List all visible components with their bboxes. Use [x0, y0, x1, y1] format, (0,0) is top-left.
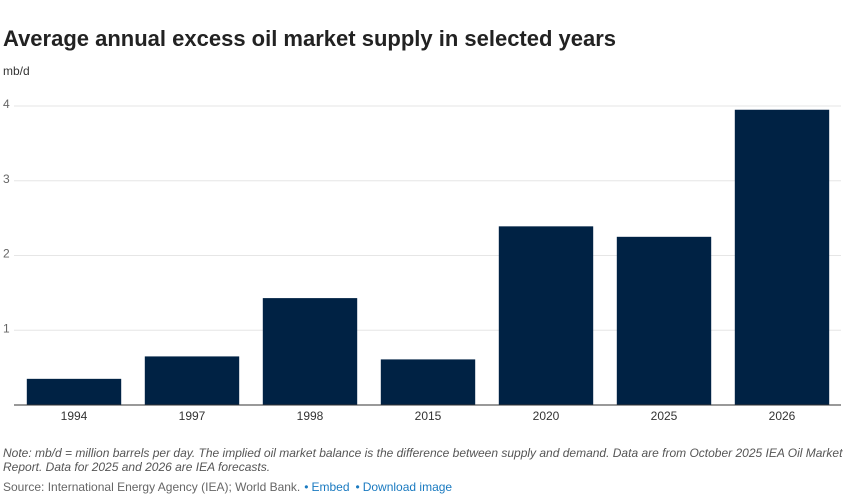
x-tick-label: 1994 — [61, 409, 88, 423]
bar — [734, 109, 830, 406]
source: Source: International Energy Agency (IEA… — [3, 480, 452, 494]
x-tick-label: 2020 — [533, 409, 560, 423]
x-tick-label: 2025 — [651, 409, 678, 423]
chart-title: Average annual excess oil market supply … — [3, 26, 616, 51]
y-tick-label: 4 — [3, 97, 10, 111]
bullet: • — [356, 480, 360, 494]
bar — [616, 236, 712, 405]
x-tick-label: 2026 — [769, 409, 796, 423]
note: Report. Data for 2025 and 2026 are IEA f… — [3, 460, 270, 474]
bar — [26, 378, 122, 405]
y-axis-label: mb/d — [3, 64, 30, 78]
embed-link[interactable]: Embed — [311, 480, 349, 494]
bar — [498, 226, 594, 405]
x-tick-label: 1997 — [179, 409, 206, 423]
x-tick-label: 2015 — [415, 409, 442, 423]
x-tick-label: 1998 — [297, 409, 324, 423]
bar — [144, 356, 240, 405]
source-text: Source: International Energy Agency (IEA… — [3, 480, 300, 494]
download-link[interactable]: Download image — [363, 480, 453, 494]
y-tick-label: 3 — [3, 172, 10, 186]
bullet: • — [304, 480, 308, 494]
note: Note: mb/d = million barrels per day. Th… — [3, 446, 843, 460]
y-tick-label: 2 — [3, 247, 10, 261]
bar — [380, 359, 476, 405]
y-tick-label: 1 — [3, 321, 10, 335]
bar — [262, 298, 358, 405]
